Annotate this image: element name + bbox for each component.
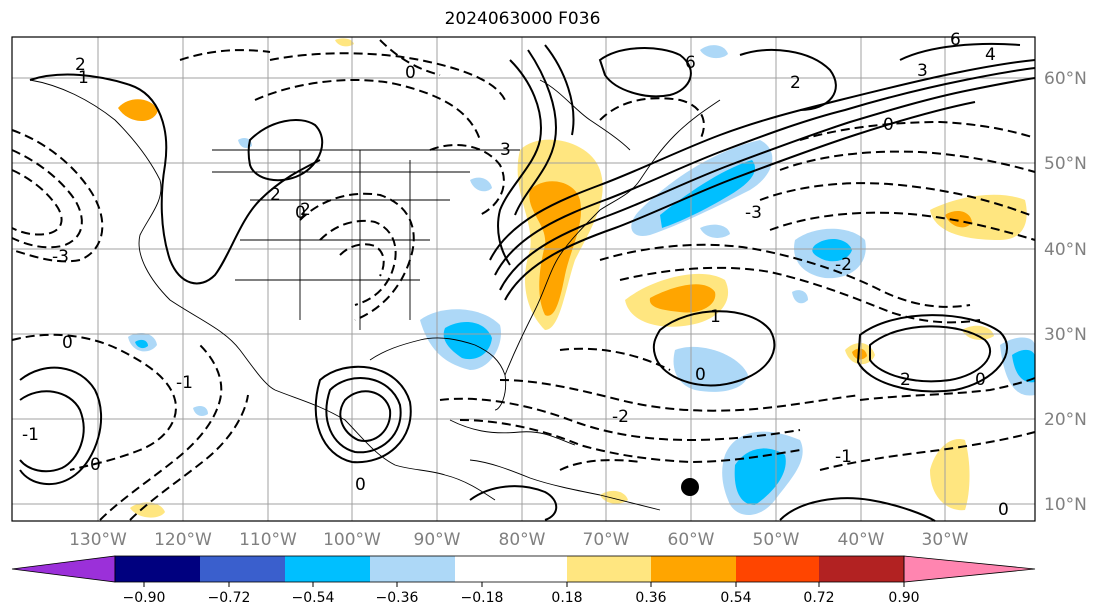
- contour-label: -1: [22, 425, 39, 445]
- dashed-contours: [11, 39, 1036, 521]
- shade-blob: [734, 448, 786, 505]
- colorbar-tick: 0.18: [551, 590, 582, 606]
- colorbar-tick: 0.72: [803, 590, 834, 606]
- latitude-labels: 60°N 50°N 40°N 30°N 20°N 10°N: [1044, 69, 1087, 515]
- lat-label: 50°N: [1044, 154, 1087, 174]
- colorbar: −0.90 −0.72 −0.54 −0.36 −0.18 0.18 0.36 …: [11, 555, 1036, 606]
- shade-blob: [812, 238, 852, 262]
- contour-label: 0: [355, 475, 366, 495]
- colorbar-segment: [285, 556, 370, 582]
- shade-blob: [660, 160, 756, 228]
- contour-label: 0: [695, 365, 706, 385]
- contour-label: 0: [975, 370, 986, 390]
- contour-label: 6: [685, 53, 696, 73]
- contour-label: 0: [998, 500, 1009, 520]
- colorbar-extend-high: [903, 555, 1036, 583]
- colorbar-extend-low: [11, 555, 116, 583]
- contour-label: 2: [900, 370, 911, 390]
- colorbar-segment: [200, 556, 285, 582]
- colorbar-segment: [819, 556, 904, 582]
- colorbar-segment: [567, 556, 651, 582]
- contour-label: 2: [75, 55, 86, 75]
- shade-blob: [930, 439, 970, 511]
- colorbar-tick: 0.36: [635, 590, 666, 606]
- shade-blob: [335, 38, 354, 47]
- colorbar-outline: [114, 555, 905, 583]
- contour-label: 1: [710, 307, 721, 327]
- contour-label: -3: [745, 203, 762, 223]
- colorbar-tick: 0.90: [888, 590, 919, 606]
- contour-label: 2: [270, 185, 281, 205]
- lon-label: 90°W: [414, 530, 461, 550]
- contour-label: 3: [500, 140, 511, 160]
- lon-label: 40°W: [838, 530, 885, 550]
- shade-blob: [945, 210, 972, 228]
- contour-label: 6: [950, 30, 961, 50]
- contour-label: -3: [52, 247, 69, 267]
- contour-label: -1: [176, 373, 193, 393]
- shade-blob: [962, 325, 994, 340]
- lon-label: 60°W: [668, 530, 715, 550]
- map-background: [12, 37, 1035, 521]
- contour-label: -1: [835, 447, 852, 467]
- map-frame: [11, 36, 1036, 522]
- colorbar-segment: [736, 556, 819, 582]
- lon-label: 30°W: [922, 530, 969, 550]
- coastlines: [29, 79, 721, 511]
- lon-label: 70°W: [583, 530, 630, 550]
- anomaly-shading: [118, 38, 1035, 518]
- shade-blob: [130, 502, 165, 518]
- lon-label: 80°W: [499, 530, 546, 550]
- contour-label: 0: [62, 333, 73, 353]
- solid-contours: [19, 42, 1036, 522]
- lat-label: 30°N: [1044, 325, 1087, 345]
- contour-label: 1: [78, 68, 89, 88]
- shade-blob: [443, 322, 492, 360]
- shade-blob: [649, 284, 716, 313]
- colorbar-segment: [115, 556, 200, 582]
- contour-label: 0: [90, 455, 101, 475]
- lon-label: 130°W: [69, 530, 127, 550]
- lat-label: 10°N: [1044, 495, 1087, 515]
- contour-label: -2: [612, 407, 629, 427]
- colorbar-tick: −0.54: [292, 590, 335, 606]
- contour-label: 4: [985, 45, 996, 65]
- contour-label: 3: [917, 61, 928, 81]
- longitude-labels: 130°W 120°W 110°W 100°W 90°W 80°W 70°W 6…: [69, 530, 969, 550]
- colorbar-tick: −0.90: [123, 590, 166, 606]
- colorbar-segment: [455, 556, 567, 582]
- lon-label: 100°W: [323, 530, 381, 550]
- contour-label: -2: [835, 255, 852, 275]
- shade-blob: [1012, 349, 1035, 383]
- shade-blob: [673, 346, 748, 392]
- contour-labels: 2 1 2 0 -3 0 -1 -1 0 0 0 1 -2 -3 2 0 0 3…: [22, 30, 1009, 520]
- lon-label: 110°W: [239, 530, 297, 550]
- lat-label: 40°N: [1044, 240, 1087, 260]
- contour-label: 2: [790, 73, 801, 93]
- storm-marker: [681, 478, 699, 496]
- colorbar-segment: [651, 556, 736, 582]
- lon-label: 50°W: [753, 530, 800, 550]
- shade-blob: [118, 99, 158, 121]
- contour-label: 0: [883, 115, 894, 135]
- contour-label: 0: [405, 63, 416, 83]
- lon-label: 120°W: [154, 530, 212, 550]
- shade-blob: [470, 177, 492, 192]
- colorbar-tick: −0.18: [461, 590, 504, 606]
- map-title: 2024063000 F036: [444, 9, 601, 29]
- lat-label: 60°N: [1044, 69, 1087, 89]
- shade-blob: [193, 406, 208, 416]
- lat-label: 20°N: [1044, 410, 1087, 430]
- shade-blob: [792, 290, 808, 304]
- shade-blob: [135, 339, 148, 349]
- contour-label: 2: [300, 200, 311, 220]
- colorbar-tick: −0.72: [208, 590, 251, 606]
- colorbar-tick: −0.36: [376, 590, 419, 606]
- shade-blob: [700, 45, 728, 59]
- colorbar-tick: 0.54: [720, 590, 751, 606]
- colorbar-segment: [370, 556, 455, 582]
- contour-label: 0: [295, 203, 306, 223]
- shade-blob: [700, 224, 730, 238]
